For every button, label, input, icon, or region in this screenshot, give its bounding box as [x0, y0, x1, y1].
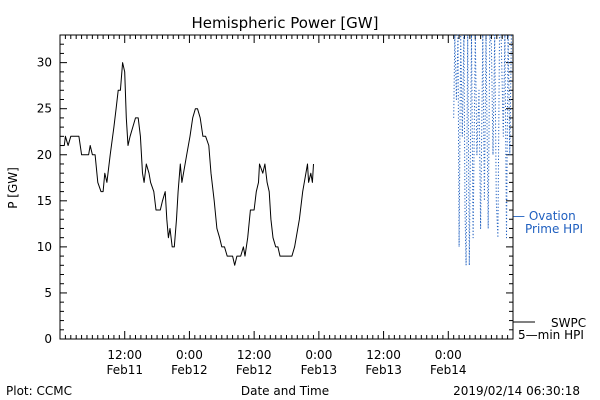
- y-tick-label: 15: [37, 194, 52, 208]
- plot-credit: Plot: CCMC: [6, 384, 72, 398]
- x-tick-label-time: 12:00: [366, 348, 401, 362]
- ovation-prime-hpi-line: [453, 34, 513, 266]
- y-tick-label: 0: [44, 332, 52, 346]
- x-tick-label-date: Feb11: [106, 363, 143, 377]
- y-tick-label: 5: [44, 286, 52, 300]
- x-tick-label-date: Feb13: [301, 363, 338, 377]
- swpc-hpi-line: [60, 62, 314, 266]
- y-tick-label: 30: [37, 56, 52, 70]
- x-tick-label-date: Feb12: [236, 363, 273, 377]
- y-tick-label: 10: [37, 240, 52, 254]
- legend-swpc-line2: 5—min HPI: [518, 328, 584, 342]
- timestamp: 2019/02/14 06:30:18: [453, 384, 580, 398]
- plot-frame: [59, 34, 514, 340]
- x-tick-label-date: Feb14: [430, 363, 467, 377]
- series-layer: [60, 34, 513, 266]
- legend-ovation-line1: — Ovation: [513, 209, 576, 223]
- x-tick-label-time: 0:00: [305, 348, 332, 362]
- x-tick-label-time: 0:00: [176, 348, 203, 362]
- legend-ovation-line2: Prime HPI: [525, 222, 583, 236]
- plot-border: [59, 34, 514, 340]
- x-axis: 12:00Feb110:00Feb1212:00Feb120:00Feb1312…: [59, 35, 514, 377]
- x-tick-label-time: 12:00: [237, 348, 272, 362]
- x-tick-label-date: Feb13: [365, 363, 402, 377]
- legend: — Ovation Prime HPI SWPC 5—min HPI: [513, 209, 586, 342]
- chart-title: Hemispheric Power [GW]: [192, 14, 379, 32]
- x-tick-label-date: Feb12: [171, 363, 208, 377]
- y-tick-label: 20: [37, 148, 52, 162]
- x-tick-label-time: 0:00: [435, 348, 462, 362]
- x-tick-label-time: 12:00: [107, 348, 142, 362]
- y-tick-label: 25: [37, 102, 52, 116]
- y-axis-label: P [GW]: [6, 167, 20, 209]
- legend-swpc-line1: SWPC: [551, 316, 586, 330]
- x-axis-label: Date and Time: [241, 384, 329, 398]
- y-axis: 0 5 10 15 20 25 30: [37, 34, 513, 346]
